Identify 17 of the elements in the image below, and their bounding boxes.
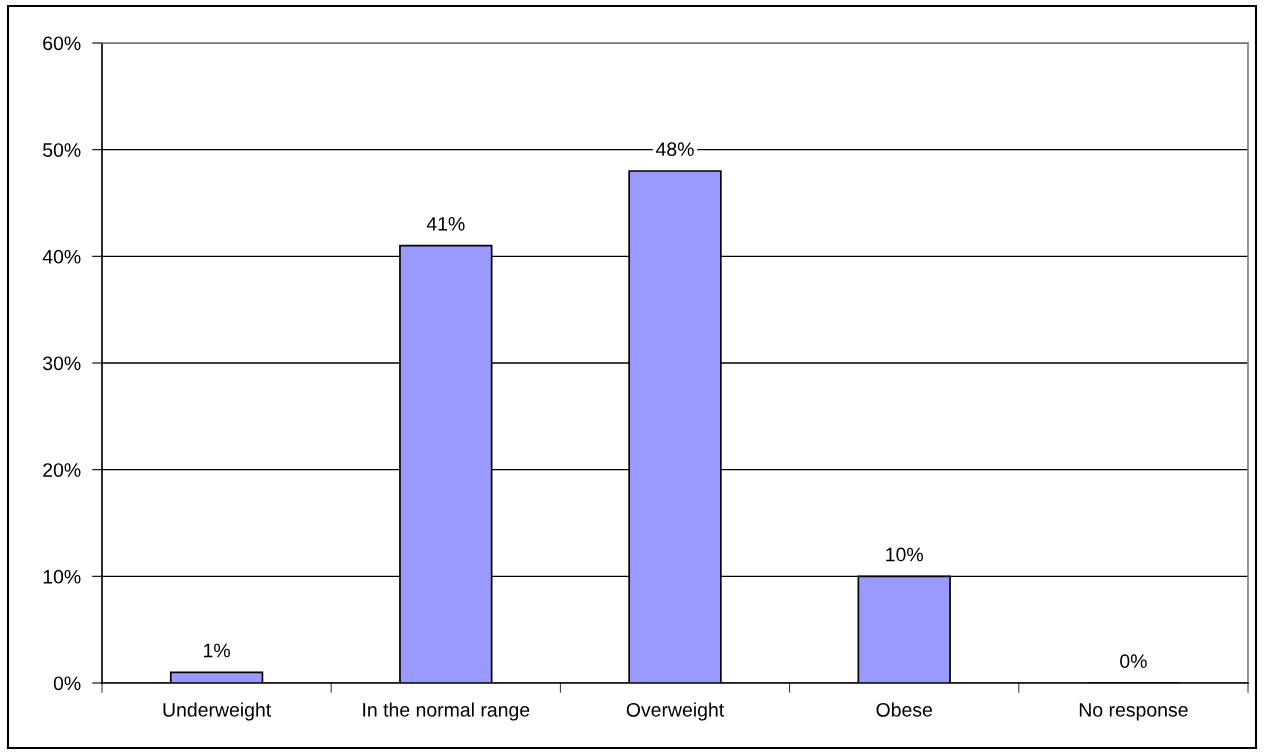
- x-tick-label: No response: [1079, 703, 1188, 721]
- y-tick-label: 10%: [43, 569, 81, 584]
- x-tick-label: Obese: [876, 702, 932, 717]
- x-tick-label: In the normal range: [363, 702, 530, 721]
- data-label: 48%: [655, 142, 694, 157]
- y-tick-label: 20%: [43, 463, 81, 477]
- y-tick-label: 40%: [42, 249, 81, 264]
- y-tick-label: 30%: [42, 356, 81, 371]
- data-label: 41%: [426, 217, 465, 231]
- y-tick-label: 0%: [53, 676, 81, 691]
- x-tick-label: Underweight: [163, 702, 272, 721]
- x-tick-label: Overweight: [626, 702, 725, 721]
- y-tick-label: 50%: [43, 143, 81, 157]
- y-tick-label: 60%: [43, 36, 81, 51]
- data-label: 10%: [886, 547, 923, 562]
- data-label: 1%: [204, 643, 230, 658]
- data-label: 0%: [1120, 654, 1147, 669]
